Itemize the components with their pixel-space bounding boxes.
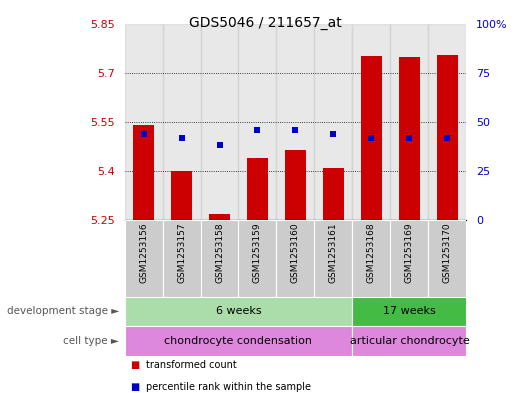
Bar bbox=[125, 24, 163, 220]
Text: 17 weeks: 17 weeks bbox=[383, 307, 436, 316]
Bar bbox=[277, 220, 314, 297]
Bar bbox=[200, 24, 238, 220]
Text: GSM1253170: GSM1253170 bbox=[443, 222, 452, 283]
Bar bbox=[125, 220, 163, 297]
Text: GDS5046 / 211657_at: GDS5046 / 211657_at bbox=[189, 16, 341, 30]
Text: transformed count: transformed count bbox=[146, 360, 236, 371]
Text: articular chondrocyte: articular chondrocyte bbox=[350, 336, 469, 346]
Text: GSM1253168: GSM1253168 bbox=[367, 222, 376, 283]
Text: GSM1253161: GSM1253161 bbox=[329, 222, 338, 283]
Bar bbox=[200, 220, 238, 297]
Bar bbox=[163, 24, 200, 220]
Text: development stage ►: development stage ► bbox=[7, 307, 119, 316]
Bar bbox=[391, 220, 428, 297]
Bar bbox=[171, 171, 192, 220]
Bar bbox=[314, 220, 352, 297]
Bar bbox=[352, 297, 466, 326]
Bar bbox=[163, 220, 200, 297]
Text: chondrocyte condensation: chondrocyte condensation bbox=[164, 336, 313, 346]
Bar bbox=[352, 220, 391, 297]
Bar bbox=[133, 125, 154, 220]
Bar bbox=[428, 220, 466, 297]
Text: GSM1253156: GSM1253156 bbox=[139, 222, 148, 283]
Bar bbox=[238, 220, 277, 297]
Bar bbox=[285, 150, 306, 220]
Text: ■: ■ bbox=[130, 360, 139, 371]
Text: percentile rank within the sample: percentile rank within the sample bbox=[146, 382, 311, 392]
Bar bbox=[361, 56, 382, 220]
Text: GSM1253160: GSM1253160 bbox=[291, 222, 300, 283]
Text: GSM1253159: GSM1253159 bbox=[253, 222, 262, 283]
Text: cell type ►: cell type ► bbox=[64, 336, 119, 346]
Bar bbox=[238, 24, 277, 220]
Text: GSM1253157: GSM1253157 bbox=[177, 222, 186, 283]
Text: ■: ■ bbox=[130, 382, 139, 392]
Bar bbox=[352, 326, 466, 356]
Bar bbox=[352, 24, 391, 220]
Text: GSM1253158: GSM1253158 bbox=[215, 222, 224, 283]
Bar bbox=[125, 326, 352, 356]
Bar bbox=[437, 55, 458, 220]
Bar bbox=[125, 297, 352, 326]
Text: GSM1253169: GSM1253169 bbox=[405, 222, 414, 283]
Bar bbox=[428, 24, 466, 220]
Bar bbox=[247, 158, 268, 220]
Text: 6 weeks: 6 weeks bbox=[216, 307, 261, 316]
Bar bbox=[399, 57, 420, 220]
Bar bbox=[391, 24, 428, 220]
Bar bbox=[314, 24, 352, 220]
Bar bbox=[277, 24, 314, 220]
Bar bbox=[323, 168, 344, 220]
Bar bbox=[209, 213, 230, 220]
